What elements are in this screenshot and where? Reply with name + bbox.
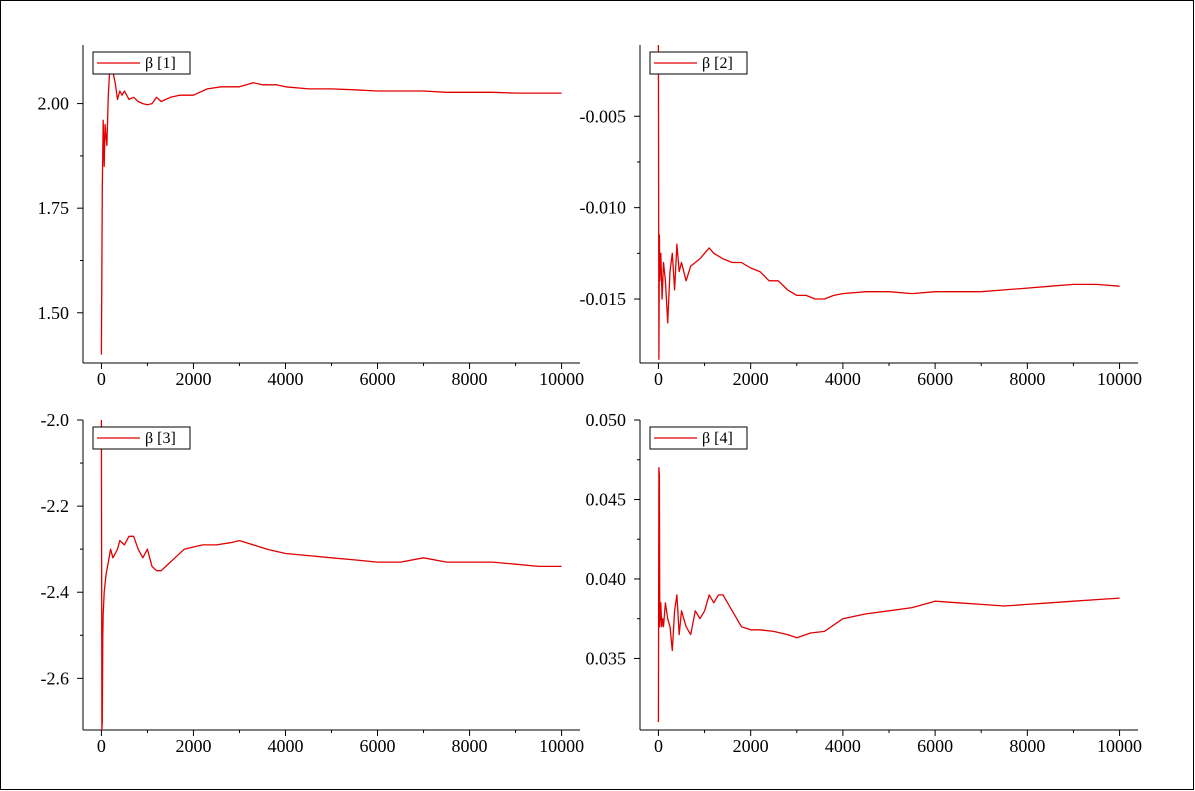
y-tick-label: 0.045 — [586, 489, 627, 509]
chart-panel-4: 0 2000 4000 6000 8000 10000 0.035 0.040 0.045 0.0… — [586, 410, 1143, 756]
x-tick-label: 2000 — [175, 369, 211, 389]
legend-label: β [2] — [702, 55, 733, 72]
y-tick-label: -0.005 — [580, 106, 627, 126]
y-tick-label: -2.4 — [41, 582, 70, 602]
series-line-3 — [100, 419, 562, 730]
y-tick-label: -2.0 — [41, 410, 70, 430]
x-tick-label: 4000 — [267, 369, 303, 389]
y-tick-label: -2.2 — [41, 496, 70, 516]
y-tick-label: 1.50 — [38, 303, 70, 323]
x-tick-label: 2000 — [175, 736, 211, 756]
legend-label: β [1] — [145, 55, 176, 72]
legend-box — [92, 426, 191, 450]
x-tick-label: 4000 — [825, 369, 861, 389]
y-tick-label: 0.050 — [586, 410, 627, 430]
x-tick-label: 8000 — [452, 369, 488, 389]
x-tick-label: 8000 — [1009, 736, 1045, 756]
series-line-1 — [100, 56, 562, 355]
legend-box — [649, 51, 748, 75]
y-tick-label: 1.75 — [38, 198, 70, 218]
y-tick-label: 0.040 — [586, 569, 627, 589]
x-tick-label: 6000 — [360, 369, 396, 389]
x-tick-label: 6000 — [360, 736, 396, 756]
x-tick-label: 0 — [654, 736, 663, 756]
x-tick-label: 6000 — [917, 736, 953, 756]
y-tick-label: -0.015 — [580, 289, 627, 309]
x-tick-label: 0 — [654, 369, 663, 389]
series-line-4 — [657, 467, 1120, 723]
series-line-2 — [657, 44, 1120, 360]
x-tick-label: 10000 — [1097, 736, 1142, 756]
x-tick-label: 10000 — [539, 369, 584, 389]
x-tick-label: 4000 — [825, 736, 861, 756]
legend-label: β [3] — [145, 430, 176, 447]
legend-box — [649, 426, 748, 450]
y-tick-label: -0.010 — [580, 198, 627, 218]
legend-box — [92, 51, 191, 75]
x-tick-label: 2000 — [733, 736, 769, 756]
y-tick-label: -2.6 — [41, 668, 70, 688]
y-tick-label: 2.00 — [38, 94, 70, 114]
chart-panel-3: 0 2000 4000 6000 8000 10000 -2.6 -2.4 -2.2 -2.0 β … — [41, 410, 585, 756]
legend-label: β [4] — [702, 430, 733, 447]
chart-panel-1: 0 2000 4000 6000 8000 10000 1.50 1.75 2.00 β [1] — [38, 45, 584, 389]
chart-panel-2: 0 2000 4000 6000 8000 10000 -0.015 -0.010 -0.005… — [580, 44, 1142, 389]
x-tick-label: 0 — [97, 736, 106, 756]
x-tick-label: 10000 — [1097, 369, 1142, 389]
x-tick-label: 10000 — [539, 736, 584, 756]
x-tick-label: 6000 — [917, 369, 953, 389]
x-tick-label: 4000 — [267, 736, 303, 756]
x-tick-label: 2000 — [733, 369, 769, 389]
y-tick-label: 0.035 — [586, 648, 627, 668]
x-tick-label: 8000 — [452, 736, 488, 756]
x-tick-label: 0 — [97, 369, 106, 389]
x-tick-label: 8000 — [1009, 369, 1045, 389]
